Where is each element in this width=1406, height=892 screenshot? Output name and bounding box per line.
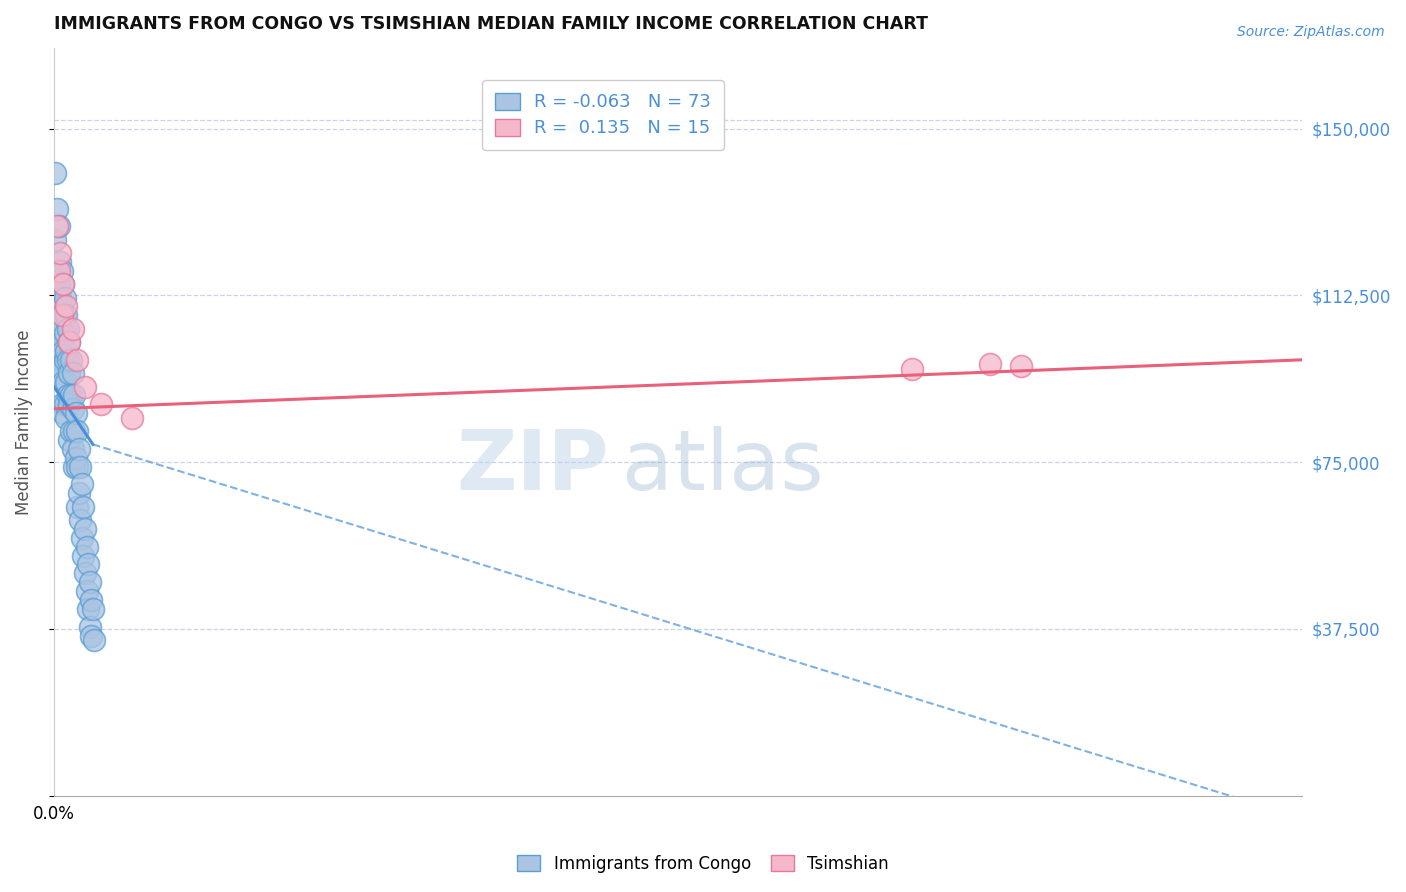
Point — [55, 410, 77, 425]
Text: IMMIGRANTS FROM CONGO VS TSIMSHIAN MEDIAN FAMILY INCOME CORRELATION CHART: IMMIGRANTS FROM CONGO VS TSIMSHIAN MEDIA… — [53, 15, 928, 33]
Point — [58, 334, 80, 349]
Point — [72, 549, 94, 563]
Point — [51, 300, 73, 314]
Point — [56, 321, 79, 335]
Point — [901, 361, 924, 376]
Point — [80, 629, 103, 643]
Point — [83, 633, 105, 648]
Point — [44, 233, 66, 247]
Point — [77, 558, 100, 572]
Point — [59, 424, 82, 438]
Point — [65, 406, 87, 420]
Point — [55, 309, 77, 323]
Point — [53, 397, 76, 411]
Point — [56, 352, 79, 367]
Point — [77, 602, 100, 616]
Point — [62, 321, 84, 335]
Point — [48, 277, 70, 292]
Point — [48, 343, 70, 358]
Point — [55, 300, 77, 314]
Point — [70, 477, 93, 491]
Point — [53, 352, 76, 367]
Point — [62, 401, 84, 416]
Legend: Immigrants from Congo, Tsimshian: Immigrants from Congo, Tsimshian — [510, 848, 896, 880]
Point — [62, 366, 84, 380]
Point — [48, 219, 70, 234]
Point — [49, 291, 72, 305]
Point — [51, 264, 73, 278]
Point — [59, 388, 82, 402]
Point — [46, 300, 69, 314]
Point — [82, 602, 104, 616]
Point — [69, 513, 91, 527]
Point — [65, 450, 87, 465]
Point — [73, 566, 96, 581]
Point — [52, 277, 75, 292]
Point — [66, 424, 89, 438]
Point — [56, 388, 79, 402]
Point — [66, 352, 89, 367]
Point — [58, 334, 80, 349]
Point — [49, 246, 72, 260]
Point — [49, 255, 72, 269]
Point — [62, 442, 84, 456]
Point — [73, 522, 96, 536]
Point — [67, 442, 90, 456]
Point — [51, 361, 73, 376]
Point — [46, 264, 69, 278]
Point — [63, 459, 86, 474]
Point — [79, 620, 101, 634]
Point — [48, 264, 70, 278]
Point — [44, 166, 66, 180]
Text: Source: ZipAtlas.com: Source: ZipAtlas.com — [1237, 25, 1385, 39]
Point — [76, 584, 98, 599]
Point — [53, 326, 76, 340]
Point — [58, 366, 80, 380]
Point — [79, 575, 101, 590]
Point — [46, 219, 69, 234]
Point — [66, 500, 89, 514]
Point — [55, 343, 77, 358]
Point — [52, 375, 75, 389]
Point — [52, 277, 75, 292]
Point — [51, 397, 73, 411]
Point — [73, 379, 96, 393]
Point — [58, 433, 80, 447]
Point — [66, 459, 89, 474]
Text: atlas: atlas — [621, 426, 824, 508]
Legend: R = -0.063   N = 73, R =  0.135   N = 15: R = -0.063 N = 73, R = 0.135 N = 15 — [482, 80, 724, 150]
Point — [1010, 359, 1032, 374]
Point — [63, 388, 86, 402]
Point — [63, 424, 86, 438]
Text: ZIP: ZIP — [457, 426, 609, 508]
Point — [72, 500, 94, 514]
Point — [70, 531, 93, 545]
Point — [80, 593, 103, 607]
Point — [121, 410, 143, 425]
Y-axis label: Median Family Income: Median Family Income — [15, 329, 32, 515]
Point — [52, 406, 75, 420]
Point — [69, 459, 91, 474]
Point — [52, 309, 75, 323]
Point — [49, 352, 72, 367]
Point — [58, 397, 80, 411]
Point — [53, 291, 76, 305]
Point — [67, 486, 90, 500]
Point — [59, 352, 82, 367]
Point — [48, 366, 70, 380]
Point — [51, 334, 73, 349]
Point — [90, 397, 112, 411]
Point — [52, 343, 75, 358]
Point — [979, 357, 1001, 371]
Point — [76, 540, 98, 554]
Point — [49, 321, 72, 335]
Point — [48, 309, 70, 323]
Point — [55, 375, 77, 389]
Point — [51, 309, 73, 323]
Point — [46, 202, 69, 216]
